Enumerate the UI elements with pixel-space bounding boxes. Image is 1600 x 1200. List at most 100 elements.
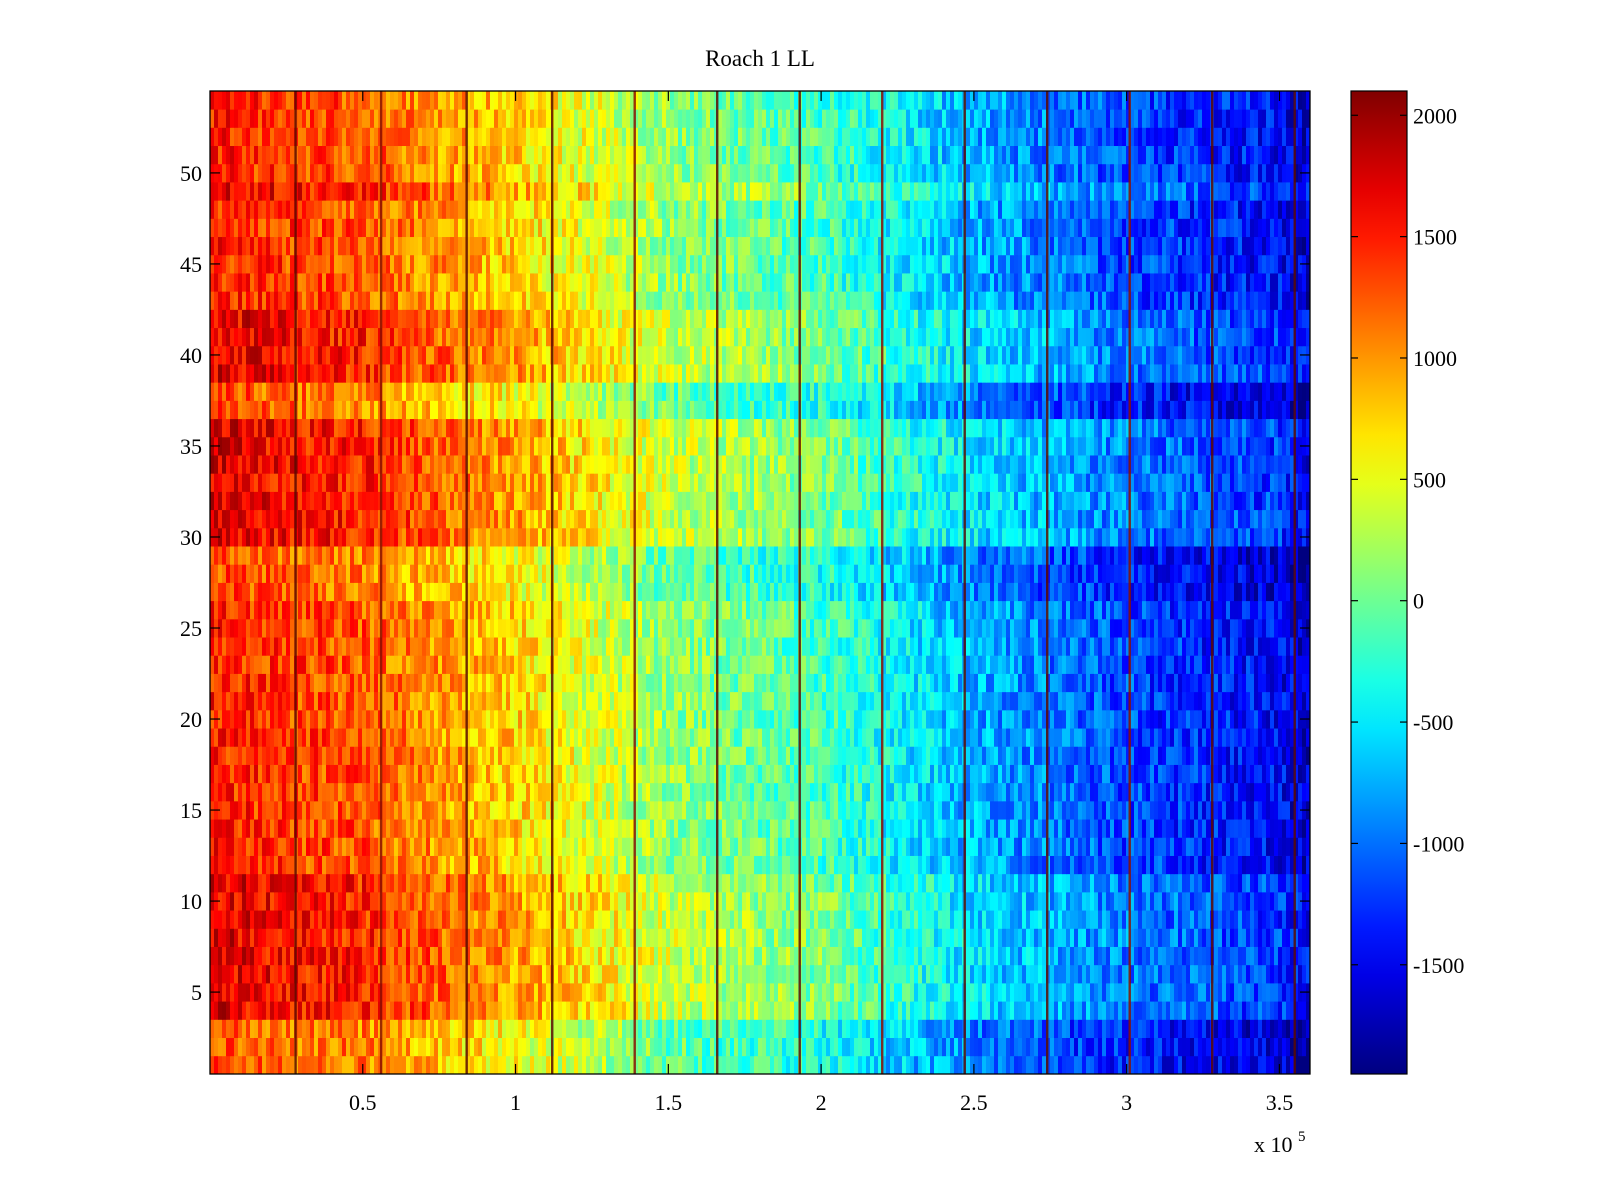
heatmap-cell [322, 964, 327, 984]
heatmap-cell [574, 746, 579, 765]
heatmap-cell [270, 855, 275, 875]
heatmap-cell [546, 746, 551, 765]
heatmap-cell [526, 1019, 531, 1038]
heatmap-cell [1074, 800, 1079, 820]
heatmap-cell [1238, 1055, 1243, 1075]
heatmap-cell [1250, 873, 1255, 893]
heatmap-cell [534, 1037, 539, 1057]
heatmap-cell [434, 982, 439, 1002]
heatmap-cell [1098, 855, 1103, 875]
heatmap-cell [570, 837, 575, 856]
heatmap-cell [438, 1037, 443, 1057]
heatmap-cell [638, 782, 643, 802]
heatmap-cell [750, 855, 755, 875]
heatmap-cell [1182, 855, 1187, 875]
heatmap-cell [314, 946, 319, 966]
heatmap-cell [446, 800, 451, 820]
heatmap-cell [278, 946, 283, 966]
heatmap-cell [502, 800, 507, 820]
heatmap-cell [806, 891, 811, 911]
heatmap-cell [718, 1019, 723, 1038]
heatmap-cell [1086, 837, 1091, 856]
heatmap-cell [1166, 1019, 1171, 1038]
heatmap-cell [1242, 800, 1247, 820]
heatmap-cell [1094, 910, 1099, 929]
heatmap-cell [1262, 1055, 1267, 1075]
heatmap-cell [506, 819, 511, 838]
heatmap-cell [330, 873, 335, 893]
heatmap-cell [1274, 964, 1279, 984]
heatmap-cell [846, 946, 851, 966]
heatmap-cell [406, 782, 411, 802]
heatmap-cell [1198, 982, 1203, 1002]
heatmap-cell [898, 982, 903, 1002]
heatmap-cell [1234, 982, 1239, 1002]
heatmap-cell [998, 1001, 1003, 1020]
heatmap-cell [554, 873, 559, 893]
heatmap-cell [1126, 1037, 1131, 1057]
heatmap-cell [810, 964, 815, 984]
heatmap-cell [466, 1055, 471, 1075]
heatmap-cell [562, 910, 567, 929]
heatmap-cell [1090, 873, 1095, 893]
heatmap-cell [1014, 837, 1019, 856]
heatmap-cell [650, 782, 655, 802]
heatmap-cell [894, 873, 899, 893]
heatmap-cell [494, 1037, 499, 1057]
heatmap-cell [354, 1055, 359, 1075]
heatmap-cell [314, 982, 319, 1002]
heatmap-cell [790, 982, 795, 1002]
heatmap-cell [1154, 837, 1159, 856]
heatmap-cell [1174, 982, 1179, 1002]
heatmap-cell [634, 910, 639, 929]
heatmap-cell [838, 819, 843, 838]
heatmap-cell [458, 819, 463, 838]
heatmap-cell [618, 982, 623, 1002]
heatmap-cell [850, 891, 855, 911]
heatmap-cell [1234, 891, 1239, 911]
heatmap-cell [674, 982, 679, 1002]
heatmap-cell [674, 910, 679, 929]
heatmap-cell [366, 819, 371, 838]
heatmap-cell [934, 1019, 939, 1038]
heatmap-cell [330, 928, 335, 947]
heatmap-cell [1118, 819, 1123, 838]
heatmap-cell [310, 819, 315, 838]
heatmap-cell [450, 1019, 455, 1038]
heatmap-cell [850, 946, 855, 966]
heatmap-cell [906, 964, 911, 984]
heatmap-cell [674, 891, 679, 911]
heatmap-cell [462, 964, 467, 984]
heatmap-cell [462, 1001, 467, 1020]
heatmap-cell [314, 964, 319, 984]
heatmap-cell [458, 1055, 463, 1075]
heatmap-cell [358, 746, 363, 765]
heatmap-cell [850, 837, 855, 856]
heatmap-cell [426, 855, 431, 875]
heatmap-cell [854, 873, 859, 893]
heatmap-cell [478, 855, 483, 875]
heatmap-cell [346, 982, 351, 1002]
heatmap-cell [622, 800, 627, 820]
heatmap-cell [1290, 819, 1295, 838]
heatmap-cell [242, 946, 247, 966]
heatmap-cell [362, 1055, 367, 1075]
heatmap-cell [762, 837, 767, 856]
heatmap-cell [342, 946, 347, 966]
heatmap-cell [370, 1055, 375, 1075]
heatmap-cell [1270, 1055, 1275, 1075]
heatmap-cell [674, 800, 679, 820]
heatmap-cell [514, 946, 519, 966]
heatmap-cell [558, 982, 563, 1002]
heatmap-cell [850, 982, 855, 1002]
heatmap-cell [534, 1055, 539, 1075]
heatmap-cell [834, 1055, 839, 1075]
heatmap-cell [770, 964, 775, 984]
heatmap-cell [1138, 964, 1143, 984]
heatmap-cell [1066, 746, 1071, 765]
heatmap-cell [974, 837, 979, 856]
heatmap-cell [582, 928, 587, 947]
heatmap-cell [758, 800, 763, 820]
heatmap-cell [978, 782, 983, 802]
heatmap-cell [894, 891, 899, 911]
